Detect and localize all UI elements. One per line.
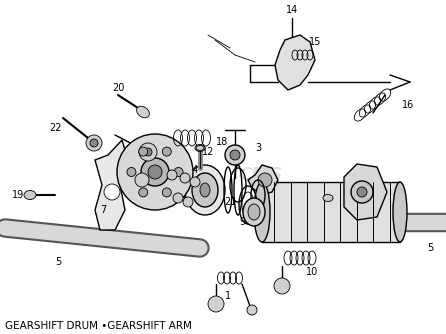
Text: 22: 22 [49,123,61,133]
Text: 1: 1 [225,291,231,301]
Polygon shape [248,165,278,195]
Circle shape [183,197,193,207]
Text: 17: 17 [326,213,338,223]
Ellipse shape [195,145,205,152]
Circle shape [230,150,240,160]
Text: 18: 18 [216,137,228,147]
Circle shape [139,143,157,161]
Text: 5: 5 [55,257,61,267]
Circle shape [351,181,373,203]
Text: 2: 2 [375,227,381,237]
Circle shape [127,167,136,176]
Ellipse shape [248,204,260,220]
Circle shape [258,173,272,187]
Ellipse shape [393,182,407,242]
Text: 14: 14 [286,5,298,15]
Text: 12: 12 [202,147,214,157]
Ellipse shape [247,305,257,315]
Text: GEARSHIFT DRUM •GEARSHIFT ARM: GEARSHIFT DRUM •GEARSHIFT ARM [5,321,192,331]
Bar [262,182,400,242]
Circle shape [190,177,200,187]
Circle shape [274,278,290,294]
Ellipse shape [136,106,149,118]
Polygon shape [275,35,315,90]
Circle shape [144,148,152,156]
Circle shape [173,193,183,203]
Text: 21: 21 [224,197,236,207]
Circle shape [225,145,245,165]
Circle shape [117,134,193,210]
Text: 20: 20 [112,83,124,93]
Text: 6: 6 [292,235,298,245]
Circle shape [174,167,183,176]
Circle shape [141,158,169,186]
Text: 13: 13 [169,147,181,157]
Text: 24: 24 [156,163,168,173]
Circle shape [162,188,171,197]
Circle shape [162,147,171,156]
Text: 10: 10 [306,267,318,277]
Text: 5: 5 [427,243,433,253]
Text: 11: 11 [126,157,138,167]
Text: 24: 24 [172,160,184,170]
Ellipse shape [243,198,265,226]
Text: 7: 7 [100,205,106,215]
Circle shape [104,184,120,200]
Circle shape [139,188,148,197]
Ellipse shape [192,173,218,207]
Text: 3: 3 [255,143,261,153]
Ellipse shape [24,190,36,199]
Ellipse shape [254,182,270,242]
Text: CMS: CMS [238,166,282,184]
Text: 24: 24 [174,195,186,205]
Text: 16: 16 [402,100,414,110]
Circle shape [208,296,224,312]
Circle shape [135,173,149,187]
Text: 8: 8 [265,210,271,220]
Ellipse shape [323,194,333,201]
Text: 9: 9 [239,217,245,227]
Text: 15: 15 [309,37,321,47]
Circle shape [148,165,162,179]
Text: 19: 19 [12,190,24,200]
Text: 24: 24 [162,187,174,197]
Circle shape [357,187,367,197]
Circle shape [180,173,190,183]
Circle shape [167,170,177,180]
Polygon shape [95,140,128,230]
Circle shape [86,135,102,151]
Polygon shape [344,164,387,220]
Circle shape [139,147,148,156]
Ellipse shape [185,165,225,215]
Ellipse shape [200,183,210,197]
Circle shape [90,139,98,147]
Text: 24: 24 [186,165,198,175]
